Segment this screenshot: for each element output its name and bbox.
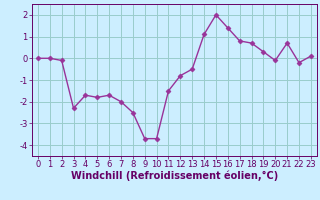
X-axis label: Windchill (Refroidissement éolien,°C): Windchill (Refroidissement éolien,°C) — [71, 171, 278, 181]
